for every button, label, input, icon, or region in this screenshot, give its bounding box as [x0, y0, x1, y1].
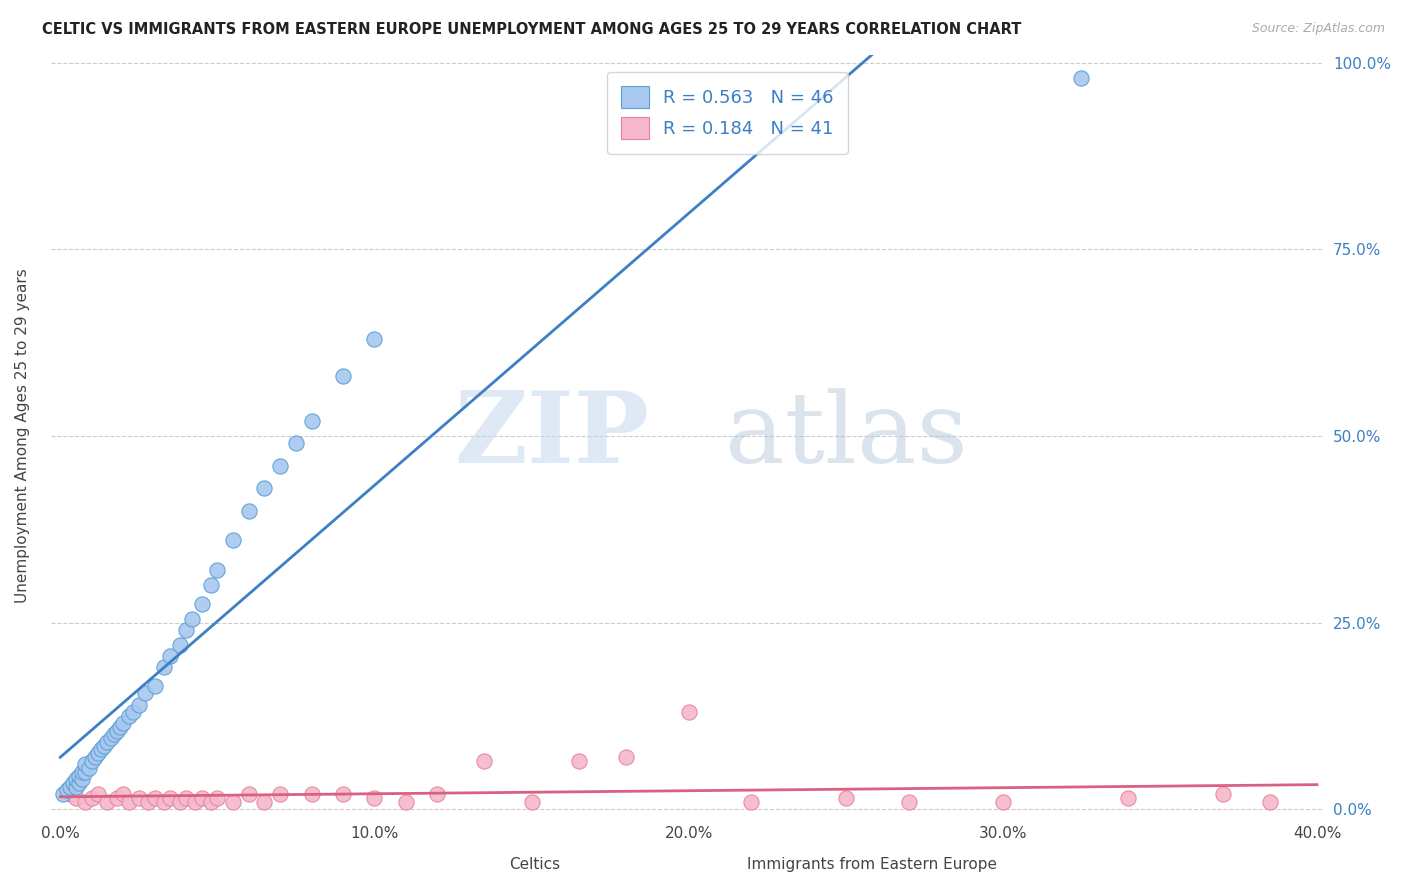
Point [190, 597, 212, 611]
Point [222, 795, 245, 809]
Point [153, 660, 176, 674]
Point [65, 772, 87, 787]
Point [59, 780, 82, 794]
Text: ZIP: ZIP [454, 387, 650, 484]
Point [222, 533, 245, 548]
Point [169, 795, 191, 809]
Text: Source: ZipAtlas.com: Source: ZipAtlas.com [1251, 22, 1385, 36]
Point [143, 791, 166, 805]
Point [75, 795, 97, 809]
Point [55, 783, 77, 797]
Point [332, 369, 354, 384]
Point [238, 787, 260, 801]
Point [59, 787, 82, 801]
Y-axis label: Unemployment Among Ages 25 to 29 years: Unemployment Among Ages 25 to 29 years [15, 268, 30, 603]
Point [128, 698, 150, 712]
Point [67, 768, 90, 782]
Point [174, 623, 197, 637]
Point [153, 795, 176, 809]
Point [301, 414, 323, 428]
Point [169, 638, 191, 652]
Point [897, 795, 920, 809]
Point [93, 739, 115, 753]
Point [90, 742, 112, 756]
Point [72, 772, 94, 787]
Text: CELTIC VS IMMIGRANTS FROM EASTERN EUROPE UNEMPLOYMENT AMONG AGES 25 TO 29 YEARS : CELTIC VS IMMIGRANTS FROM EASTERN EUROPE… [42, 22, 1022, 37]
Point [301, 787, 323, 801]
Point [108, 720, 131, 734]
Point [118, 795, 141, 809]
Point [207, 791, 229, 805]
Point [75, 757, 97, 772]
Point [65, 791, 87, 805]
Point [174, 791, 197, 805]
Text: Immigrants from Eastern Europe: Immigrants from Eastern Europe [747, 857, 997, 872]
Legend: R = 0.563   N = 46, R = 0.184   N = 41: R = 0.563 N = 46, R = 0.184 N = 41 [607, 71, 848, 153]
Point [65, 780, 87, 794]
Point [105, 791, 128, 805]
Point [112, 716, 135, 731]
Point [1070, 70, 1092, 85]
Point [678, 705, 700, 719]
Point [1212, 787, 1234, 801]
Point [520, 795, 543, 809]
Point [87, 787, 110, 801]
Point [128, 791, 150, 805]
Point [96, 735, 118, 749]
Point [1258, 795, 1281, 809]
Point [105, 723, 128, 738]
Point [184, 795, 207, 809]
Point [103, 727, 125, 741]
Point [80, 754, 103, 768]
Point [363, 332, 385, 346]
Point [75, 764, 97, 779]
Point [1118, 791, 1140, 805]
Point [52, 787, 75, 801]
Point [835, 791, 858, 805]
Point [100, 731, 122, 746]
Point [83, 750, 105, 764]
Point [363, 791, 385, 805]
Point [269, 787, 291, 801]
Text: Celtics: Celtics [509, 857, 560, 872]
Point [253, 481, 276, 495]
Point [67, 776, 90, 790]
Point [200, 795, 222, 809]
Point [159, 791, 181, 805]
Point [62, 776, 84, 790]
Point [426, 787, 449, 801]
Point [134, 686, 156, 700]
Point [80, 791, 103, 805]
Point [190, 791, 212, 805]
Point [991, 795, 1014, 809]
Point [207, 563, 229, 577]
Point [269, 458, 291, 473]
Text: atlas: atlas [725, 388, 967, 483]
Point [474, 754, 496, 768]
Point [77, 761, 100, 775]
Point [72, 764, 94, 779]
Point [96, 795, 118, 809]
Point [118, 708, 141, 723]
Point [284, 436, 307, 450]
Point [112, 787, 135, 801]
Point [200, 578, 222, 592]
Point [143, 679, 166, 693]
Point [395, 795, 418, 809]
Point [121, 705, 143, 719]
Point [332, 787, 354, 801]
Point [568, 754, 591, 768]
Point [614, 750, 637, 764]
Point [181, 612, 204, 626]
Point [253, 795, 276, 809]
Point [159, 649, 181, 664]
Point [87, 746, 110, 760]
Point [136, 795, 159, 809]
Point [740, 795, 762, 809]
Point [238, 503, 260, 517]
